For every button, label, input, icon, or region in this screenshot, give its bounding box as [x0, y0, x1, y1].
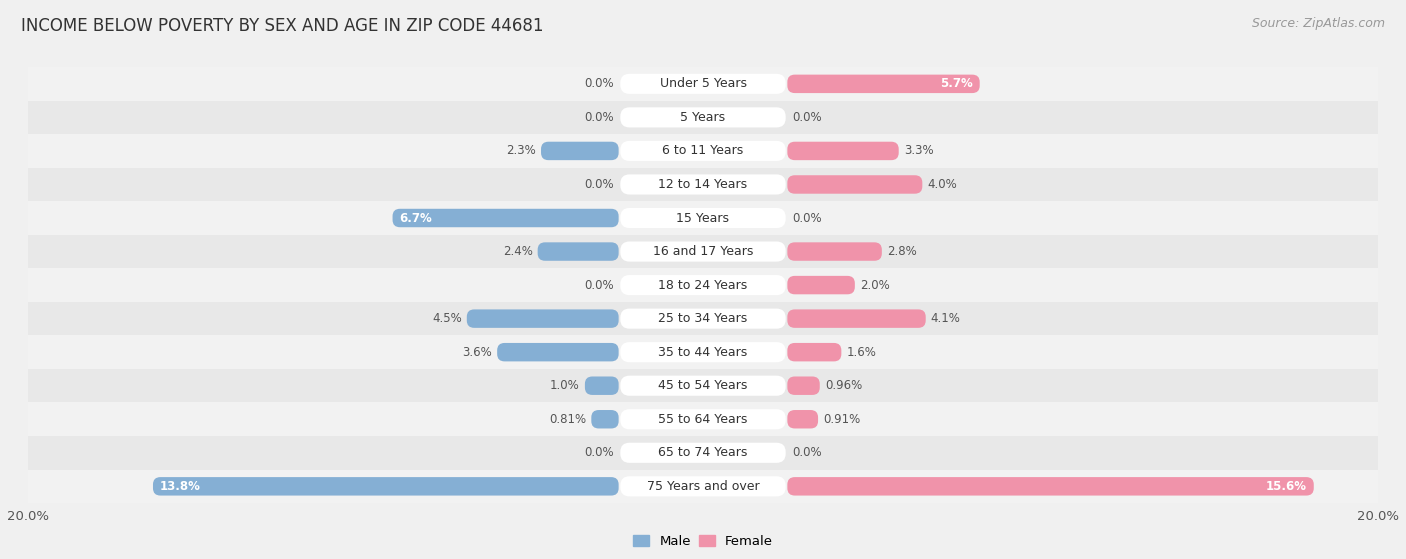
Text: 1.0%: 1.0% [550, 379, 579, 392]
Text: 25 to 34 Years: 25 to 34 Years [658, 312, 748, 325]
Text: 0.0%: 0.0% [583, 178, 613, 191]
FancyBboxPatch shape [620, 376, 786, 396]
FancyBboxPatch shape [620, 107, 786, 127]
Bar [28, 268, 1378, 302]
Bar [28, 101, 1378, 134]
Text: 4.0%: 4.0% [928, 178, 957, 191]
Text: Under 5 Years: Under 5 Years [659, 77, 747, 91]
Bar [28, 369, 1378, 402]
Text: 6 to 11 Years: 6 to 11 Years [662, 144, 744, 158]
Text: 15 Years: 15 Years [676, 211, 730, 225]
Bar [28, 235, 1378, 268]
FancyBboxPatch shape [620, 241, 786, 262]
Text: 5 Years: 5 Years [681, 111, 725, 124]
FancyBboxPatch shape [620, 141, 786, 161]
Bar [28, 168, 1378, 201]
FancyBboxPatch shape [541, 141, 619, 160]
FancyBboxPatch shape [787, 175, 922, 193]
FancyBboxPatch shape [620, 342, 786, 362]
FancyBboxPatch shape [620, 309, 786, 329]
Bar [28, 67, 1378, 101]
FancyBboxPatch shape [620, 275, 786, 295]
Text: 0.96%: 0.96% [825, 379, 862, 392]
FancyBboxPatch shape [620, 443, 786, 463]
Text: 3.6%: 3.6% [463, 345, 492, 359]
Text: 4.1%: 4.1% [931, 312, 960, 325]
Text: 1.6%: 1.6% [846, 345, 876, 359]
Text: 0.0%: 0.0% [583, 278, 613, 292]
Text: 2.3%: 2.3% [506, 144, 536, 158]
FancyBboxPatch shape [787, 410, 818, 428]
FancyBboxPatch shape [787, 377, 820, 395]
Text: 2.4%: 2.4% [503, 245, 533, 258]
FancyBboxPatch shape [620, 74, 786, 94]
Text: 0.0%: 0.0% [793, 446, 823, 459]
FancyBboxPatch shape [620, 409, 786, 429]
Bar [28, 335, 1378, 369]
FancyBboxPatch shape [787, 310, 925, 328]
FancyBboxPatch shape [537, 243, 619, 260]
Bar [28, 402, 1378, 436]
FancyBboxPatch shape [620, 208, 786, 228]
Text: 3.3%: 3.3% [904, 144, 934, 158]
FancyBboxPatch shape [498, 343, 619, 361]
FancyBboxPatch shape [787, 343, 841, 361]
Bar [28, 302, 1378, 335]
FancyBboxPatch shape [585, 377, 619, 395]
Text: 12 to 14 Years: 12 to 14 Years [658, 178, 748, 191]
Text: 0.0%: 0.0% [583, 77, 613, 91]
Text: 35 to 44 Years: 35 to 44 Years [658, 345, 748, 359]
FancyBboxPatch shape [787, 477, 1313, 496]
FancyBboxPatch shape [787, 74, 980, 93]
Text: 6.7%: 6.7% [399, 211, 432, 225]
FancyBboxPatch shape [787, 141, 898, 160]
Text: 2.0%: 2.0% [860, 278, 890, 292]
Text: 0.0%: 0.0% [793, 111, 823, 124]
Text: 15.6%: 15.6% [1265, 480, 1308, 493]
FancyBboxPatch shape [620, 476, 786, 496]
Text: 0.0%: 0.0% [583, 446, 613, 459]
Bar [28, 134, 1378, 168]
Text: 4.5%: 4.5% [432, 312, 461, 325]
Bar [28, 201, 1378, 235]
FancyBboxPatch shape [467, 310, 619, 328]
Text: 2.8%: 2.8% [887, 245, 917, 258]
Text: 0.91%: 0.91% [823, 413, 860, 426]
Text: 45 to 54 Years: 45 to 54 Years [658, 379, 748, 392]
FancyBboxPatch shape [787, 276, 855, 294]
FancyBboxPatch shape [787, 243, 882, 260]
Text: 55 to 64 Years: 55 to 64 Years [658, 413, 748, 426]
Text: 0.81%: 0.81% [550, 413, 586, 426]
Legend: Male, Female: Male, Female [627, 529, 779, 553]
Text: Source: ZipAtlas.com: Source: ZipAtlas.com [1251, 17, 1385, 30]
FancyBboxPatch shape [620, 174, 786, 195]
Bar [28, 470, 1378, 503]
FancyBboxPatch shape [153, 477, 619, 496]
Text: 5.7%: 5.7% [941, 77, 973, 91]
Text: INCOME BELOW POVERTY BY SEX AND AGE IN ZIP CODE 44681: INCOME BELOW POVERTY BY SEX AND AGE IN Z… [21, 17, 544, 35]
FancyBboxPatch shape [592, 410, 619, 428]
Text: 65 to 74 Years: 65 to 74 Years [658, 446, 748, 459]
Text: 0.0%: 0.0% [583, 111, 613, 124]
Text: 16 and 17 Years: 16 and 17 Years [652, 245, 754, 258]
Text: 0.0%: 0.0% [793, 211, 823, 225]
Text: 13.8%: 13.8% [160, 480, 201, 493]
Bar [28, 436, 1378, 470]
Text: 75 Years and over: 75 Years and over [647, 480, 759, 493]
Text: 18 to 24 Years: 18 to 24 Years [658, 278, 748, 292]
FancyBboxPatch shape [392, 209, 619, 227]
